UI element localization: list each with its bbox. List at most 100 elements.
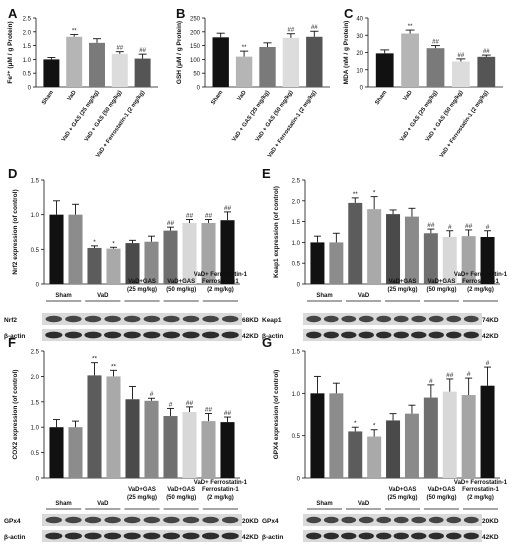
group-label: VaD+GAS — [167, 279, 195, 285]
y-tick-label: 1.0 — [31, 426, 40, 432]
group-label: VaD+GAS — [128, 487, 156, 493]
significance-marker: ## — [432, 40, 439, 46]
blot-band — [306, 315, 322, 323]
blot-band — [393, 331, 409, 339]
significance-marker: # — [150, 391, 154, 398]
blot-band — [84, 331, 102, 339]
blot-band — [411, 331, 427, 339]
bar — [201, 421, 216, 478]
y-tick-label: 1.5 — [31, 400, 40, 406]
significance-marker: # — [429, 378, 433, 385]
group-label: Ferrostatin-1 — [462, 279, 499, 285]
y-tick-label: 50 — [193, 72, 200, 78]
blot-band — [143, 516, 161, 524]
bar — [106, 376, 121, 478]
group-label: (25 mg/kg) — [387, 495, 417, 501]
blot-band — [162, 331, 181, 339]
group-label: VaD+GAS — [389, 279, 417, 285]
blot-band — [358, 532, 374, 540]
blot-actin-kd: 42KD — [242, 333, 259, 340]
group-label: VaD+ Ferrostatin-1 — [194, 480, 248, 486]
y-tick-label: 1.0 — [292, 392, 301, 398]
bar — [68, 427, 83, 478]
blot-band — [84, 315, 102, 323]
blot-actin-label: β-actin — [4, 534, 25, 541]
blot-target-label: Nrf2 — [4, 317, 17, 324]
blot-band — [306, 331, 322, 339]
y-tick-label: 150 — [190, 44, 201, 50]
y-tick-label: 1.0 — [31, 213, 40, 219]
group-label: (2 mg/kg) — [207, 495, 234, 501]
blot-band — [358, 315, 374, 323]
bar — [220, 220, 235, 284]
blot-band — [123, 331, 141, 339]
blot-band — [393, 315, 409, 323]
group-label: (2 mg/kg) — [467, 495, 494, 501]
significance-marker: # — [169, 401, 173, 408]
panel-letter-F: F — [8, 335, 16, 350]
blot-target-kd: 74KD — [482, 317, 499, 324]
blot-target-kd: 20KD — [242, 518, 259, 525]
blot-band — [163, 516, 180, 524]
significance-marker: ## — [205, 406, 213, 413]
blot-band — [358, 516, 374, 524]
group-label: VaD — [358, 501, 370, 507]
bar — [386, 214, 401, 284]
y-tick-label: 1.5 — [31, 179, 40, 185]
blot-band — [221, 331, 239, 339]
blot-actin-label: β-actin — [262, 534, 283, 541]
y-tick-label: 2.5 — [23, 17, 32, 23]
blot-actin-kd: 42KD — [482, 534, 499, 541]
blot-actin-kd: 42KD — [482, 333, 499, 340]
group-label: (2 mg/kg) — [467, 287, 494, 293]
x-tick-label: VaD — [403, 90, 414, 102]
bar — [480, 385, 495, 478]
blot-band — [323, 315, 339, 323]
bar — [423, 397, 438, 478]
y-tick-label: 0 — [197, 86, 201, 92]
group-label: (25 mg/kg) — [387, 287, 417, 293]
group-label: VaD+GAS — [428, 487, 456, 493]
group-label: (50 mg/kg) — [166, 287, 196, 293]
y-axis-label: MDA (nM / g Protein) — [343, 21, 350, 85]
blot-band — [143, 331, 161, 339]
blot-band — [84, 532, 102, 540]
significance-marker: ## — [483, 49, 490, 55]
blot-band — [341, 516, 357, 524]
y-tick-label: 0.5 — [31, 451, 40, 457]
y-tick-label: 250 — [190, 17, 201, 23]
y-tick-label: 0 — [36, 477, 40, 483]
blot-band — [446, 516, 462, 524]
bar — [404, 413, 419, 478]
bar — [442, 236, 457, 284]
group-label: VaD+ Ferrostatin-1 — [454, 480, 508, 486]
significance-marker: # — [467, 371, 471, 378]
y-tick-label: 1.5 — [292, 350, 301, 356]
blot-band — [446, 331, 462, 339]
bar — [125, 399, 140, 478]
significance-marker: ## — [116, 46, 123, 52]
significance-marker: ## — [288, 28, 295, 34]
panel-letter-B: B — [176, 6, 185, 21]
group-label: Sham — [316, 501, 332, 507]
group-label: (50 mg/kg) — [166, 495, 196, 501]
blot-band — [463, 315, 479, 323]
group-label: (50 mg/kg) — [426, 495, 456, 501]
blot-band — [428, 516, 444, 524]
y-tick-label: 30 — [356, 34, 363, 40]
blot-band — [306, 516, 322, 524]
x-tick-label: Sham — [210, 90, 224, 106]
blot-band — [182, 532, 200, 540]
blot-band — [376, 331, 392, 339]
group-label: VaD+GAS — [128, 279, 156, 285]
bar — [386, 420, 401, 478]
blot-band — [202, 516, 219, 524]
blot-band — [64, 331, 83, 339]
blot-target-label: Keap1 — [262, 317, 282, 324]
blot-band — [45, 532, 63, 540]
group-label: VaD+ Ferrostatin-1 — [194, 272, 248, 278]
y-tick-label: 1.5 — [292, 220, 301, 226]
blot-band — [376, 315, 392, 323]
y-tick-label: 10 — [356, 68, 363, 74]
significance-marker: ## — [224, 205, 232, 212]
